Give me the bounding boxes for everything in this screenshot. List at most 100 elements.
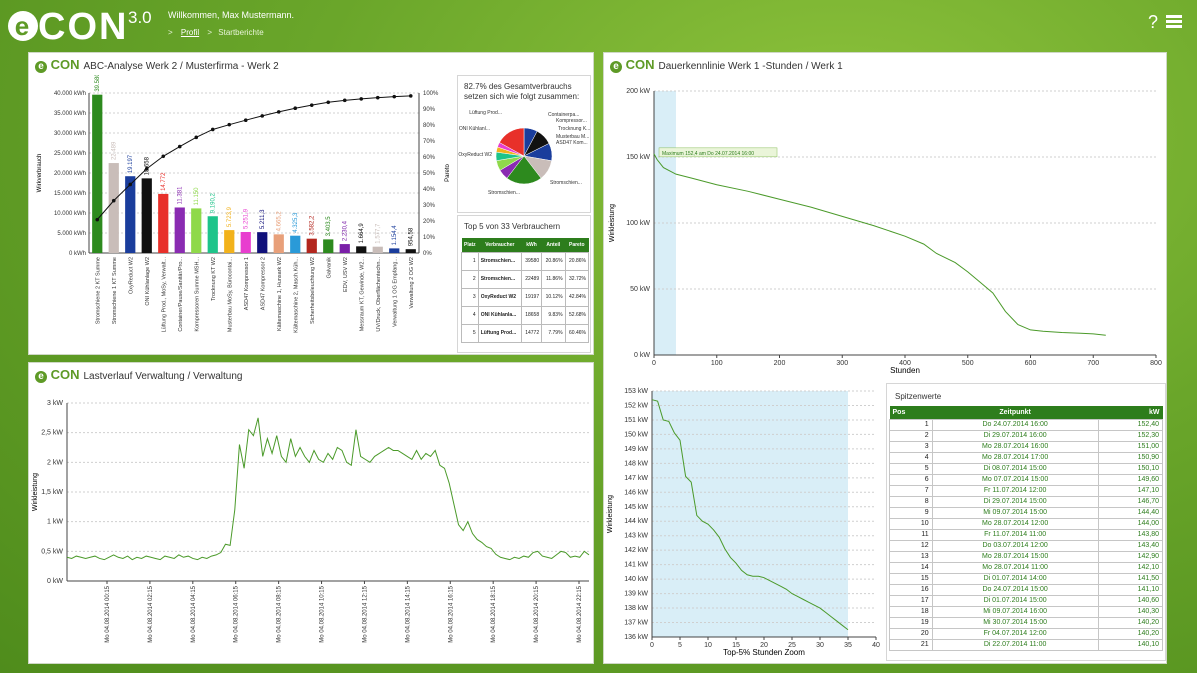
table-row[interactable]: 11 Fr 11.07.2014 11:00 143,80	[889, 528, 1164, 541]
bar-value-label: 14.772	[161, 172, 167, 191]
econ-brand-icon: e CON	[610, 57, 655, 73]
table-row[interactable]: 10 Mo 28.07.2014 12:00 144,00	[889, 517, 1164, 530]
pareto-point	[194, 135, 199, 140]
x-tick-label: Mo 04.08.2014 14:15	[405, 585, 411, 642]
table-row[interactable]: 2 Di 29.07.2014 16:00 152,30	[889, 429, 1164, 442]
table-row[interactable]: 12 Do 03.07.2014 12:00 143,40	[889, 539, 1164, 552]
table-row[interactable]: 4 Mo 28.07.2014 17:00 150,90	[889, 451, 1164, 464]
y-tick-label: 1 kW	[47, 519, 63, 526]
top5-cell: ONI Kühlanla...	[477, 305, 522, 325]
table-row[interactable]: 1 Do 24.07.2014 16:00 152,40	[889, 418, 1164, 431]
peak-cell: 140,20	[1097, 616, 1164, 629]
x-tick-label: 25	[788, 642, 796, 649]
table-row[interactable]: 15 Di 01.07.2014 14:00 141,50	[889, 572, 1164, 585]
table-row[interactable]: 14 Mo 28.07.2014 11:00 142,10	[889, 561, 1164, 574]
peak-cell: Fr 11.07.2014 11:00	[931, 528, 1099, 541]
table-row[interactable]: 1 Stromschien... 39580 20.86% 20.86%	[461, 251, 590, 271]
y2-tick-label: 40%	[423, 187, 436, 193]
table-row[interactable]: 20 Fr 04.07.2014 12:00 140,20	[889, 627, 1164, 640]
top5-header-cell[interactable]: Anteil	[541, 238, 566, 252]
table-row[interactable]: 17 Di 01.07.2014 15:00 140,60	[889, 594, 1164, 607]
y2-tick-label: 100%	[423, 91, 439, 97]
x-tick-label: 40	[872, 642, 880, 649]
table-row[interactable]: 3 Mo 28.07.2014 16:00 151,00	[889, 440, 1164, 453]
peak-cell: 149,60	[1097, 473, 1164, 486]
bar	[306, 238, 317, 253]
peak-cell: 143,80	[1097, 528, 1164, 541]
peak-cell: 151,00	[1097, 440, 1164, 453]
peak-cell: 1	[889, 418, 933, 431]
x-axis-label: Stunden	[890, 366, 920, 375]
bar	[339, 244, 350, 253]
breadcrumb-profile-link[interactable]: Profil	[180, 28, 200, 37]
table-row[interactable]: 13 Mo 28.07.2014 15:00 142,90	[889, 550, 1164, 563]
table-row[interactable]: 7 Fr 11.07.2014 12:00 147,10	[889, 484, 1164, 497]
abc-bar-chart: 0 kWh 5.000 kWh 10.000 kWh 15.000 kWh 20.000…	[37, 75, 451, 333]
pie-label: Trocknung K...	[558, 126, 590, 132]
bar-value-label: 9.190,2	[211, 193, 217, 214]
table-row[interactable]: 21 Di 22.07.2014 11:00 140,10	[889, 638, 1164, 651]
peak-cell: 140,20	[1097, 627, 1164, 640]
peak-header-cell[interactable]: Zeitpunkt	[932, 406, 1099, 419]
bar-value-label: 39.580	[95, 75, 101, 92]
x-tick-label: Container/Pause/Sanitär/Pro...	[178, 257, 184, 332]
duration-curve-panel: e CON Dauerkennlinie Werk 1 -Stunden / We…	[603, 52, 1167, 664]
pareto-point	[293, 106, 298, 110]
table-row[interactable]: 3 OxyReduct W2 19197 10.12% 42.84%	[461, 287, 590, 307]
table-row[interactable]: 5 Di 08.07.2014 15:00 150,10	[889, 462, 1164, 475]
peak-cell: 4	[889, 451, 933, 464]
table-row[interactable]: 8 Di 29.07.2014 15:00 146,70	[889, 495, 1164, 508]
peak-cell: 11	[889, 528, 933, 541]
econ-logo[interactable]: e CON	[8, 6, 128, 49]
x-tick-label: EDV, USV W2	[343, 257, 349, 292]
table-row[interactable]: 5 Lüftung Prod... 14772 7.79% 60.46%	[461, 323, 590, 343]
x-tick-label: Kompressoren Summe MSH...	[194, 257, 200, 332]
breadcrumb-separator: >	[168, 28, 173, 37]
table-row[interactable]: 18 Mi 09.07.2014 16:00 140,30	[889, 605, 1164, 618]
peak-header-cell[interactable]: Pos	[889, 406, 933, 419]
max-annotation: Maximum 152,4 am Do 24.07.2014 16:00	[658, 147, 778, 158]
x-tick-label: 600	[1025, 360, 1037, 367]
hamburger-menu-icon[interactable]	[1166, 15, 1182, 29]
table-row[interactable]: 16 Do 24.07.2014 15:00 141,10	[889, 583, 1164, 596]
peak-values-box: Spitzenwerte Pos Zeitpunkt kW 1 Do 24.07.20…	[886, 383, 1166, 661]
x-tick-label: Stromschiene 1 KT Summe	[112, 257, 118, 324]
peak-values-table: Pos Zeitpunkt kW 1 Do 24.07.2014 16:00 152,4…	[889, 406, 1164, 651]
peak-cell: Mo 28.07.2014 12:00	[931, 517, 1099, 530]
top5-box: Top 5 von 33 Verbrauchern Platz Verbrauch…	[457, 215, 591, 353]
top5-header-cell[interactable]: Platz	[461, 238, 479, 252]
peak-cell: Do 03.07.2014 12:00	[931, 539, 1099, 552]
y-tick-label: 149 kW	[624, 446, 648, 453]
top5-header-cell[interactable]: Pareto	[565, 238, 589, 252]
top5-cell: 3	[461, 287, 479, 307]
table-row[interactable]: 6 Mo 07.07.2014 15:00 149,60	[889, 473, 1164, 486]
peak-cell: Di 29.07.2014 16:00	[931, 429, 1099, 442]
peak-cell: 17	[889, 594, 933, 607]
top5-cell: 7.79%	[541, 323, 566, 343]
peak-cell: 140,60	[1097, 594, 1164, 607]
top5-header-cell[interactable]: kWh	[521, 238, 542, 252]
bar	[108, 163, 119, 253]
table-row[interactable]: 2 Stromschien... 22489 11.86% 32.72%	[461, 269, 590, 289]
table-row[interactable]: 4 ONI Kühlanla... 18658 9.83% 52.68%	[461, 305, 590, 325]
table-row[interactable]: 19 Mi 30.07.2014 15:00 140,20	[889, 616, 1164, 629]
top5-cell: 42.84%	[564, 287, 590, 307]
x-tick-label: Mo 04.08.2014 20:15	[534, 585, 540, 642]
version-label: 3.0	[128, 8, 152, 27]
y-tick-label: 2,5 kW	[41, 430, 63, 437]
top5-table: Platz Verbraucher kWh Anteil Pareto 1 Stromsc…	[461, 238, 590, 343]
peak-cell: 8	[889, 495, 933, 508]
peak-header-cell[interactable]: kW	[1098, 406, 1163, 419]
peak-cell: 7	[889, 484, 933, 497]
help-icon[interactable]: ?	[1148, 12, 1159, 32]
x-tick-label: Musterbau MoSy, Bürocontai...	[227, 257, 233, 333]
top5-cell: 5	[461, 323, 479, 343]
top5-header-cell[interactable]: Verbraucher	[478, 238, 522, 252]
top5-cell: 2	[461, 269, 479, 289]
table-row[interactable]: 9 Mi 09.07.2014 15:00 144,40	[889, 506, 1164, 519]
y-axis-label: Wirkverbrauch	[37, 154, 43, 193]
y-tick-label: 0 kW	[634, 352, 650, 359]
y-axis-label: Wirkleistung	[607, 495, 614, 533]
econ-brand-icon: e CON	[35, 57, 80, 73]
zoom-band	[654, 91, 676, 355]
